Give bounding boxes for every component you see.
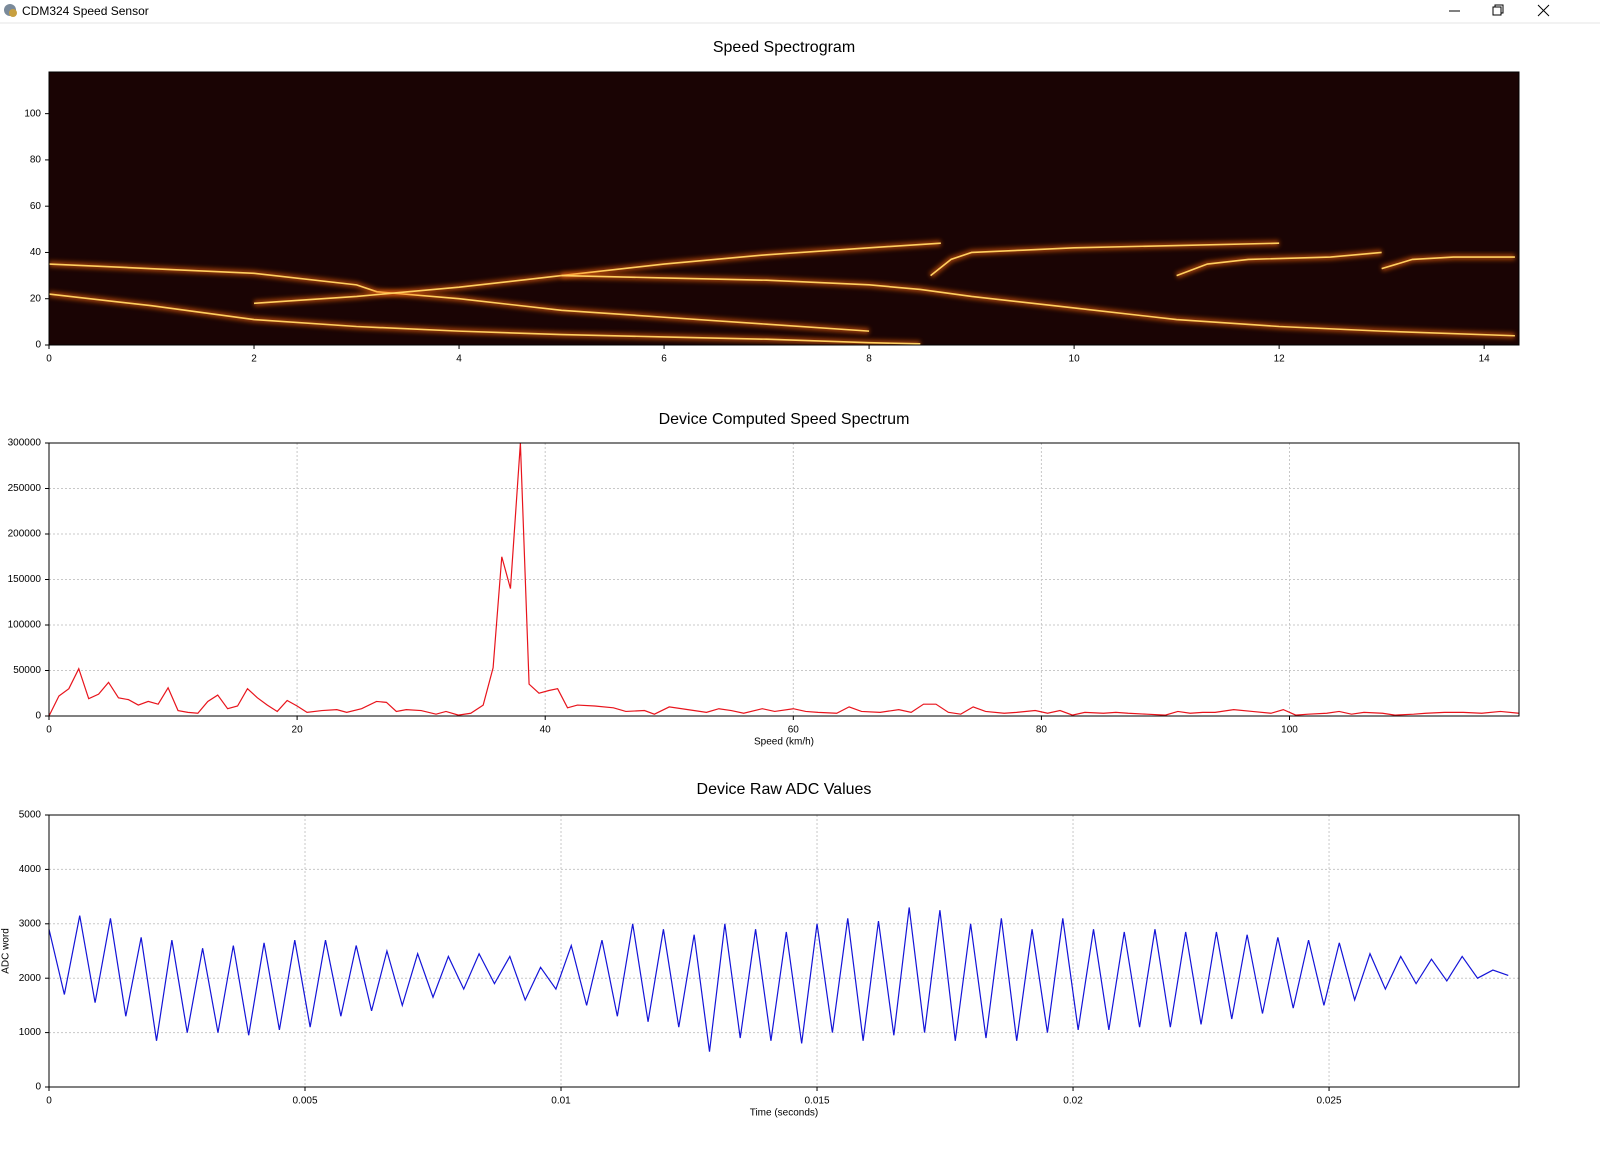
ridge (930, 242, 1280, 277)
close-button[interactable] (1537, 4, 1550, 17)
x-tick-label: 0.015 (805, 1096, 830, 1107)
x-tick-label: 0.025 (1317, 1096, 1342, 1107)
y-tick-label: 4000 (19, 864, 42, 875)
x-tick-label: 80 (1036, 725, 1048, 736)
ridge (1381, 256, 1515, 270)
plot-frame (48, 814, 1520, 1088)
x-axis-label: Time (seconds) (750, 1108, 819, 1119)
x-tick-label: 0.01 (551, 1096, 571, 1107)
x-tick-label: 4 (456, 354, 462, 365)
app-icon (4, 4, 17, 17)
y-tick-label: 0 (35, 340, 41, 351)
ridge (49, 263, 870, 332)
x-tick-label: 100 (1281, 725, 1298, 736)
y-tick-label: 20 (30, 293, 42, 304)
x-tick-label: 2 (251, 354, 257, 365)
x-tick-label: 0 (46, 725, 52, 736)
x-tick-label: 0.02 (1063, 1096, 1083, 1107)
y-tick-label: 100 (24, 108, 41, 119)
x-tick-label: 20 (292, 725, 304, 736)
chart-title: Device Computed Speed Spectrum (659, 411, 910, 428)
data-line (48, 907, 1509, 1052)
x-tick-label: 14 (1479, 354, 1491, 365)
y-axis-label: ADC word (1, 928, 12, 974)
y-tick-label: 200000 (8, 529, 42, 540)
y-tick-label: 40 (30, 247, 42, 258)
ridge (561, 274, 1515, 337)
x-tick-label: 40 (540, 725, 552, 736)
x-tick-label: 10 (1069, 354, 1081, 365)
plot-frame (48, 71, 1520, 346)
y-tick-label: 0 (35, 711, 41, 722)
x-tick-label: 12 (1274, 354, 1286, 365)
y-tick-label: 150000 (8, 574, 42, 585)
x-tick-label: 0 (46, 354, 52, 365)
x-tick-label: 8 (866, 354, 872, 365)
y-tick-label: 60 (30, 201, 42, 212)
x-tick-label: 0 (46, 1096, 52, 1107)
ridge (49, 293, 921, 345)
x-tick-label: 0.005 (292, 1096, 317, 1107)
chart-title: Device Raw ADC Values (697, 781, 872, 798)
y-tick-label: 0 (35, 1082, 41, 1093)
restore-button[interactable] (1492, 4, 1504, 16)
spectrogram-ridges (49, 240, 1516, 345)
plot-frame (48, 442, 1520, 717)
y-tick-label: 300000 (8, 438, 42, 449)
y-tick-label: 80 (30, 155, 42, 166)
y-tick-label: 1000 (19, 1027, 42, 1038)
y-tick-label: 5000 (19, 810, 42, 821)
ridge (1176, 251, 1382, 277)
x-axis-label: Speed (km/h) (754, 737, 814, 748)
x-tick-label: 6 (661, 354, 667, 365)
ridge (253, 242, 941, 305)
y-tick-label: 100000 (8, 620, 42, 631)
title-bar (0, 0, 1600, 23)
window-title: CDM324 Speed Sensor (22, 4, 149, 18)
y-tick-label: 50000 (13, 665, 41, 676)
y-tick-label: 3000 (19, 918, 42, 929)
x-tick-label: 60 (788, 725, 800, 736)
y-tick-label: 250000 (8, 483, 42, 494)
chart-title: Speed Spectrogram (713, 39, 855, 56)
y-tick-label: 2000 (19, 973, 42, 984)
data-line (48, 442, 1520, 717)
